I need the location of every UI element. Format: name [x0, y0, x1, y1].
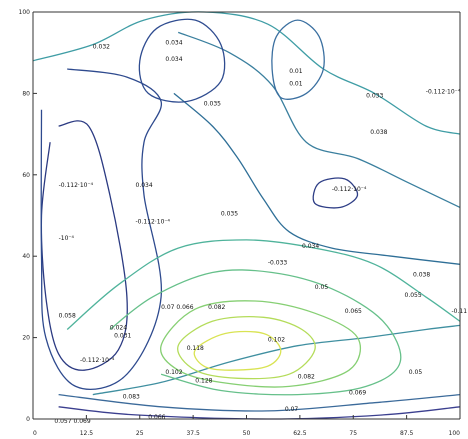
- contour-label: -0.112·10⁻⁴: [332, 186, 367, 193]
- contour-lines: [32, 11, 461, 420]
- contour-label: 0.083: [123, 394, 140, 401]
- contour-label: -0.112·10⁻⁴: [59, 182, 94, 189]
- y-tick-label: 60: [22, 172, 30, 179]
- contour-label: 0.024: [110, 325, 127, 332]
- x-tick-label: 87.5: [400, 430, 414, 437]
- x-tick-label: 25: [136, 430, 144, 437]
- contour-label: 0.118: [187, 345, 204, 352]
- x-tick-label: 50: [243, 430, 251, 437]
- contour-label: 0.032: [93, 44, 110, 51]
- contour-label: -0.112·10⁻⁴: [426, 88, 461, 95]
- x-ticks: 0 12.5 25 37.5 50 62.5 75 87.5 100: [32, 415, 461, 437]
- contour-label: 0.034: [136, 182, 153, 189]
- contour-band-5: [193, 330, 282, 371]
- contour-ring-3: [312, 177, 359, 209]
- x-tick-label: 62.5: [293, 430, 307, 437]
- contour-label: -0.033: [268, 259, 288, 266]
- contour-label: 0.069: [349, 390, 366, 397]
- contour-label: 0.082: [298, 373, 315, 380]
- contour-label: 0.05: [315, 284, 329, 291]
- contour-band-3: [159, 300, 361, 388]
- contour-label: 0.034: [302, 243, 319, 250]
- y-tick-label: 80: [22, 90, 30, 97]
- contour-label: 0.082: [208, 304, 225, 311]
- contour-label: 0.058: [59, 312, 76, 319]
- contour-level-5: [40, 68, 163, 390]
- x-tick-label: 0: [33, 430, 37, 437]
- contour-label: 0.035: [204, 101, 221, 108]
- contour-label: 0.038: [413, 272, 430, 279]
- contour-label: 0.01: [289, 80, 303, 87]
- contour-label: 0.07 0.066: [161, 304, 194, 311]
- contour-labels: 0.032 0.034 0.034 0.01 0.01 0.033 -0.112·10⁻⁴ 0…: [54, 40, 467, 426]
- contour-label: 0.034: [165, 40, 182, 47]
- contour-label: 0.038: [370, 129, 387, 136]
- y-tick-label: 20: [22, 335, 30, 342]
- contour-label: 0.033: [366, 93, 383, 100]
- contour-ring-2: [271, 19, 325, 100]
- contour-label: 0.128: [195, 377, 212, 384]
- contour-label: 0.102: [165, 369, 182, 376]
- contour-ring-1: [138, 18, 226, 103]
- contour-label: -10⁻⁴: [59, 235, 75, 242]
- contour-label: 0.05: [409, 369, 423, 376]
- contour-level-8: [32, 11, 461, 135]
- x-tick-label: 75: [349, 430, 357, 437]
- contour-label: 0.057 0.069: [54, 418, 90, 425]
- x-tick-label: 100: [449, 430, 461, 437]
- y-tick-label: 100: [19, 9, 31, 16]
- contour-label: 0.102: [268, 337, 285, 344]
- contour-label: 0.066: [148, 414, 165, 421]
- y-ticks: 0 20 40 60 80 100: [19, 9, 37, 423]
- contour-label: -0.11: [452, 308, 468, 315]
- contour-label: 0.035: [221, 211, 238, 218]
- contour-band-4: [177, 316, 316, 380]
- contour-label: 0.07: [285, 406, 299, 413]
- x-tick-label: 12.5: [80, 430, 94, 437]
- contour-label: -0.112·10⁻⁴: [136, 219, 171, 226]
- contour-level-7: [177, 31, 461, 208]
- contour-band-2: [109, 269, 402, 396]
- contour-level-6: [173, 92, 461, 265]
- y-tick-label: 40: [22, 253, 30, 260]
- x-tick-label: 37.5: [186, 430, 200, 437]
- contour-label: -0.112·10⁻⁴: [80, 357, 115, 364]
- y-tick-label: 0: [26, 416, 30, 423]
- contour-level-3: [92, 324, 461, 396]
- contour-label: 0.01: [289, 68, 303, 75]
- contour-label: 0.055: [405, 292, 422, 299]
- contour-level-2: [58, 393, 461, 412]
- contour-band-1: [66, 239, 461, 330]
- contour-label: 0.065: [345, 308, 362, 315]
- contour-label: 0.031: [114, 333, 131, 340]
- contour-label: 0.034: [165, 56, 182, 63]
